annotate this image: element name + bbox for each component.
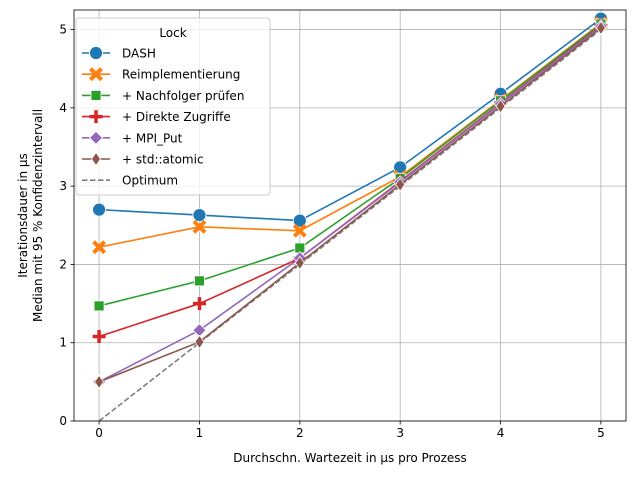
data-point bbox=[92, 202, 106, 217]
data-point bbox=[495, 99, 506, 114]
data-point bbox=[194, 334, 205, 350]
legend-entry: Reimplementierung bbox=[82, 67, 240, 82]
series-std-atomic bbox=[94, 20, 606, 390]
legend-box bbox=[75, 17, 271, 196]
legend-label: Reimplementierung bbox=[122, 68, 240, 82]
y-axis-label-line-2: Median mit 95 % Konfidenzintervall bbox=[31, 109, 45, 322]
y-tick-label: 1 bbox=[59, 336, 67, 350]
legend-items: DASH Reimplementierung + Nachfolger prüfen… bbox=[82, 46, 244, 188]
legend-entry: Optimum bbox=[82, 174, 178, 188]
legend-label: + MPI_Put bbox=[122, 131, 183, 145]
y-tick-label: 5 bbox=[59, 23, 67, 37]
data-point bbox=[194, 275, 205, 287]
x-tick-label: 3 bbox=[396, 426, 404, 440]
data-point bbox=[94, 374, 105, 390]
legend-marker bbox=[91, 151, 101, 167]
x-tick-label: 5 bbox=[597, 426, 605, 440]
series-layer bbox=[92, 11, 608, 422]
y-tick-label: 0 bbox=[59, 414, 67, 428]
plot-frame bbox=[73, 9, 627, 422]
x-tick-label: 1 bbox=[196, 426, 204, 440]
series-line bbox=[98, 27, 602, 383]
legend-entry: + Nachfolger prüfen bbox=[82, 89, 244, 103]
data-point bbox=[294, 255, 305, 271]
legend-label: + Nachfolger prüfen bbox=[122, 89, 244, 103]
legend: Lock DASH Reimplementierung + Nachfolger p… bbox=[75, 17, 271, 196]
data-point bbox=[192, 219, 207, 234]
data-point bbox=[292, 223, 307, 238]
legend-label: + Direkte Zugriffe bbox=[122, 110, 231, 124]
legend-marker bbox=[89, 67, 103, 82]
y-tick-label: 2 bbox=[59, 257, 67, 271]
legend-entry: + Direkte Zugriffe bbox=[82, 110, 231, 124]
data-point bbox=[595, 20, 606, 36]
y-tick-label: 4 bbox=[59, 101, 67, 115]
x-tick-label: 2 bbox=[296, 426, 304, 440]
y-axis-label-line-1: Iterationsdauer in µs bbox=[16, 153, 30, 278]
series-line bbox=[99, 17, 602, 222]
legend-label: + std::atomic bbox=[122, 153, 204, 167]
legend-marker bbox=[89, 110, 103, 124]
legend-label: Optimum bbox=[122, 174, 178, 188]
legend-entry: DASH bbox=[82, 46, 156, 61]
legend-entry: + MPI_Put bbox=[82, 130, 183, 145]
x-tick-label: 0 bbox=[95, 426, 103, 440]
axis-ticks: 0 1 2 3 4 5 0 1 2 3 4 5 bbox=[59, 23, 604, 440]
legend-marker bbox=[90, 90, 102, 101]
data-point bbox=[395, 177, 406, 192]
data-point bbox=[292, 213, 307, 228]
series-optimum bbox=[98, 28, 602, 422]
data-point bbox=[92, 329, 106, 343]
legend-entry: + std::atomic bbox=[82, 151, 204, 167]
series-line bbox=[98, 25, 602, 383]
x-axis-label: Durchschn. Wartezeit in µs pro Prozess bbox=[233, 451, 467, 465]
y-tick-label: 3 bbox=[59, 179, 67, 193]
legend-label: DASH bbox=[122, 47, 156, 61]
legend-title: Lock bbox=[159, 26, 186, 40]
legend-marker bbox=[88, 130, 104, 145]
data-point bbox=[192, 297, 206, 311]
series-line bbox=[98, 28, 602, 422]
legend-marker bbox=[89, 46, 103, 60]
data-point bbox=[192, 208, 207, 223]
data-point bbox=[92, 240, 107, 255]
data-point bbox=[93, 300, 105, 312]
x-tick-label: 4 bbox=[497, 426, 505, 440]
series-line bbox=[98, 23, 602, 307]
